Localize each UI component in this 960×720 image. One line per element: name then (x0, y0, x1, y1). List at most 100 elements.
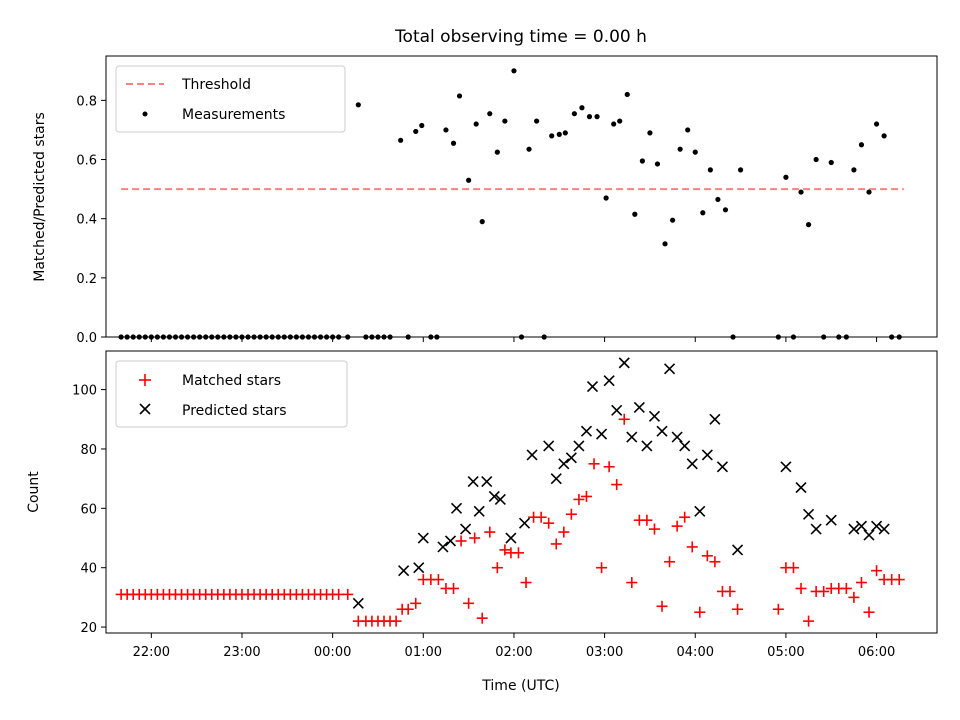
top-plot-area: 0.0 0.2 0.4 0.6 0.8 (76, 55, 938, 346)
matched-star-point (588, 458, 600, 470)
matched-star-point (565, 508, 577, 520)
measurement-point (624, 91, 630, 98)
matched-star-point (871, 565, 883, 577)
measurement-point (639, 158, 645, 164)
predicted-star-point (565, 452, 577, 464)
predicted-star-point (413, 562, 425, 574)
matched-star-point (491, 562, 503, 574)
predicted-star-point (716, 461, 729, 473)
predicted-star-point (460, 523, 472, 535)
measurement-point (737, 167, 744, 173)
matched-star-point (603, 461, 615, 473)
matched-star-point (469, 532, 481, 544)
matched-star-point (772, 603, 784, 615)
legend-predicted-label: Predicted stars (182, 403, 287, 419)
predicted-star-point (664, 363, 676, 375)
matched-star-point (803, 615, 815, 627)
measurement-point (722, 207, 729, 213)
legend-matched-swatch (139, 374, 151, 386)
matched-star-point (671, 520, 683, 532)
matched-star-point (855, 577, 867, 589)
measurement-point (413, 128, 419, 135)
matched-star-point (550, 538, 562, 550)
measurement-point (783, 174, 789, 180)
matched-star-point (512, 547, 524, 559)
measurement-point (603, 195, 609, 201)
top-y-ticks: 0.0 0.2 0.4 0.6 0.8 (76, 94, 106, 346)
predicted-star-point (780, 461, 792, 473)
predicted-star-point (603, 375, 615, 387)
x-tick-label: 02:00 (495, 645, 532, 660)
matched-star-point (580, 490, 592, 502)
bottom-y-tick-label: 80 (80, 443, 97, 458)
predicted-star-point (437, 541, 449, 553)
matched-star-point (410, 597, 422, 609)
measurement-point (685, 127, 691, 133)
measurement-point (502, 118, 508, 124)
bottom-legend-box (115, 360, 348, 428)
predicted-star-point (473, 505, 485, 517)
measurement-point (586, 114, 593, 120)
matched-star-point (818, 585, 830, 597)
measurement-point (549, 133, 555, 139)
predicted-star-point (810, 523, 822, 535)
top-legend: Threshold Measurements (115, 65, 346, 133)
matched-star-point (641, 514, 653, 526)
x-tick-label: 00:00 (314, 645, 351, 660)
matched-star-point (863, 606, 875, 618)
measurement-point (707, 167, 713, 173)
top-plot-frame (105, 55, 938, 338)
predicted-star-point (558, 458, 570, 470)
predicted-star-point (611, 404, 623, 416)
measurement-point (511, 68, 517, 74)
measurement-point (798, 189, 804, 195)
predicted-star-point (633, 401, 645, 413)
predicted-star-point (543, 440, 555, 452)
matched-star-point (543, 517, 555, 529)
predicted-star-point (686, 458, 698, 470)
matched-star-point (402, 603, 414, 615)
legend-threshold-label: Threshold (181, 77, 251, 93)
measurement-point (419, 122, 425, 129)
top-y-axis-label: Matched/Predicted stars (32, 112, 48, 282)
measurement-point (456, 93, 463, 99)
predicted-star-point (855, 520, 868, 532)
matched-star-point (448, 582, 460, 594)
matched-star-point (701, 550, 713, 562)
matched-star-point (732, 603, 744, 615)
x-tick-label: 22:00 (133, 645, 170, 660)
bottom-y-axis-label: Count (26, 471, 42, 513)
matched-star-point (694, 606, 706, 618)
matched-star-point (664, 556, 676, 568)
legend-measurements-label: Measurements (182, 107, 285, 123)
measurement-point (355, 102, 361, 108)
measurement-point (700, 210, 706, 216)
matched-star-point (618, 413, 630, 425)
predicted-star-point (398, 565, 410, 577)
matched-star-point (455, 535, 467, 547)
matched-stars-points (115, 413, 905, 627)
matched-star-point (679, 511, 691, 523)
predicted-star-point (709, 413, 721, 425)
measurement-point (873, 121, 880, 127)
bottom-plot-area: 20 40 60 80 100 22:00 23:00 00:00 01:00 02:00 03:… (72, 350, 938, 660)
top-y-tick-label: 0.2 (76, 272, 97, 287)
predicted-star-point (848, 523, 860, 535)
measurement-point (715, 196, 721, 203)
predicted-star-point (586, 381, 599, 393)
predicted-star-point (526, 449, 538, 461)
measurement-point (805, 222, 812, 228)
predicted-star-point (518, 517, 531, 529)
matched-star-point (795, 582, 807, 594)
predicted-star-point (352, 597, 364, 609)
bottom-y-tick-label: 40 (80, 562, 97, 577)
top-y-tick-label: 0.6 (76, 154, 97, 169)
matched-star-point (463, 597, 475, 609)
predicted-star-point (641, 440, 653, 452)
top-legend-box (115, 65, 346, 133)
predicted-star-point (450, 502, 463, 514)
matched-star-point (499, 544, 511, 556)
predicted-star-point (550, 473, 562, 485)
legend-matched-label: Matched stars (182, 373, 281, 389)
